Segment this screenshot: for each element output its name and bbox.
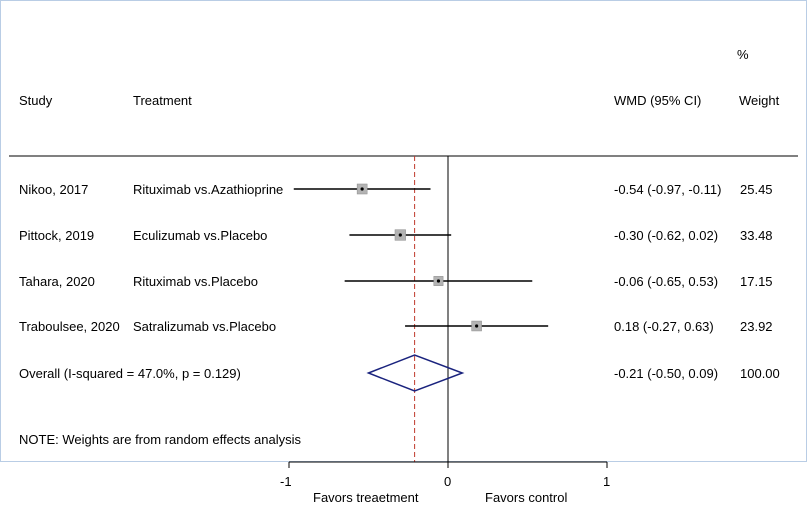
x-tick-label: 1: [603, 474, 611, 489]
weight-value: 17.15: [740, 274, 773, 289]
overall-ci-text: -0.21 (-0.50, 0.09): [614, 366, 719, 381]
effect-ci-text: 0.18 (-0.27, 0.63): [614, 319, 714, 334]
study-column-header: Study: [19, 93, 53, 108]
weight-value: 33.48: [740, 228, 773, 243]
point-estimate: [475, 324, 479, 328]
effect-ci-text: -0.54 (-0.97, -0.11): [614, 182, 722, 197]
treatment-name: Eculizumab vs.Placebo: [133, 228, 268, 243]
treatment-name: Satralizumab vs.Placebo: [133, 319, 277, 334]
study-name: Traboulsee, 2020: [19, 319, 120, 334]
study-name: Tahara, 2020: [19, 274, 95, 289]
effect-column-header: WMD (95% CI): [614, 93, 702, 108]
favors-treatment-label: Favors treaetment: [313, 490, 419, 505]
x-tick-label: -1: [280, 474, 292, 489]
study-name: Pittock, 2019: [19, 228, 95, 243]
note-text: NOTE: Weights are from random effects an…: [19, 432, 302, 447]
weight-value: 25.45: [740, 182, 773, 197]
overall-weight: 100.00: [740, 366, 780, 381]
point-estimate: [398, 233, 402, 237]
study-name: Nikoo, 2017: [19, 182, 89, 197]
point-estimate: [360, 187, 364, 191]
treatment-name: Rituximab vs.Placebo: [133, 274, 258, 289]
treatment-column-header: Treatment: [133, 93, 192, 108]
point-estimate: [436, 279, 441, 283]
weight-column-header: Weight: [739, 93, 780, 108]
effect-ci-text: -0.06 (-0.65, 0.53): [614, 274, 719, 289]
x-tick-label: 0: [444, 474, 452, 489]
effect-ci-text: -0.30 (-0.62, 0.02): [614, 228, 719, 243]
overall-diamond: [366, 354, 465, 392]
weight-percent-header: %: [737, 47, 749, 62]
overall-label: Overall (I-squared = 47.0%, p = 0.129): [19, 366, 241, 381]
weight-value: 23.92: [740, 319, 773, 334]
favors-control-label: Favors control: [485, 490, 568, 505]
treatment-name: Rituximab vs.Azathioprine: [133, 182, 284, 197]
